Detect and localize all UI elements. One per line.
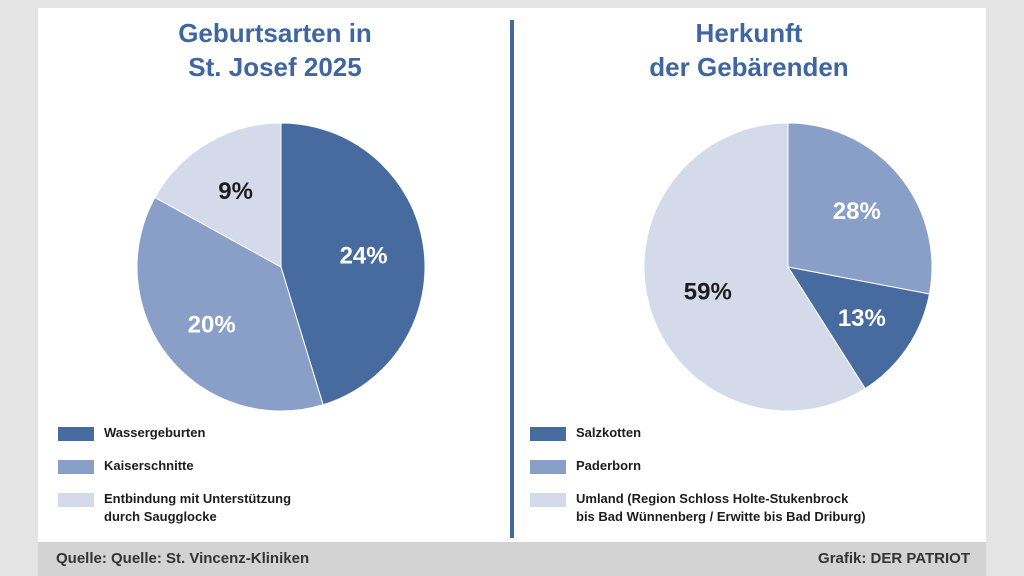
slice-percent-label: 28% <box>833 198 881 225</box>
chart-title: Herkunft der Gebärenden <box>512 16 986 84</box>
legend-label: Wassergeburten <box>104 425 206 440</box>
slice-percent-label: 9% <box>218 178 253 205</box>
footer-bar: Quelle: Quelle: St. Vincenz-Kliniken Gra… <box>38 542 986 576</box>
infographic: Geburtsarten in St. Josef 2025 24% 20% 9% … <box>38 8 986 576</box>
legend-label: Kaiserschnitte <box>104 458 194 473</box>
graphic-credit: Grafik: DER PATRIOT <box>818 550 970 567</box>
legend-swatch <box>530 460 566 474</box>
pie-slice <box>643 122 866 412</box>
origin-pie: 28% 13% 59% <box>643 122 933 412</box>
slice-percent-label: 20% <box>188 311 236 338</box>
divider <box>510 20 514 538</box>
legend-swatch <box>58 460 94 474</box>
legend-label: Entbindung mit Unterstützung durch Saugg… <box>104 491 292 524</box>
title-line-2: St. Josef 2025 <box>188 52 362 82</box>
pie-slice <box>154 122 282 268</box>
pie-slice <box>787 122 933 295</box>
title-line-1: Geburtsarten in <box>178 18 372 48</box>
birth-types-panel: Geburtsarten in St. Josef 2025 24% 20% 9% … <box>38 8 512 538</box>
title-line-2: der Gebärenden <box>649 52 849 82</box>
pie-slice <box>280 122 426 406</box>
pie-slice <box>786 266 931 390</box>
source-note: Quelle: Quelle: St. Vincenz-Kliniken <box>56 550 310 567</box>
slice-percent-label: 59% <box>684 278 732 305</box>
birth-types-pie: 24% 20% 9% <box>136 122 426 412</box>
legend-swatch <box>58 493 94 507</box>
slice-percent-label: 24% <box>340 243 388 270</box>
legend-swatch <box>58 427 94 441</box>
legend-label: Salzkotten <box>576 425 642 440</box>
origin-panel: Herkunft der Gebärenden 28% 13% 59% Salzko… <box>512 8 986 538</box>
legend-label: Paderborn <box>576 458 642 473</box>
title-line-1: Herkunft <box>695 18 803 48</box>
slice-percent-label: 13% <box>838 305 886 332</box>
pie-slice <box>136 196 324 412</box>
legend-label: Umland (Region Schloss Holte-Stukenbrock… <box>576 491 866 524</box>
chart-title: Geburtsarten in St. Josef 2025 <box>38 16 512 84</box>
legend-swatch <box>530 427 566 441</box>
legend-swatch <box>530 493 566 507</box>
